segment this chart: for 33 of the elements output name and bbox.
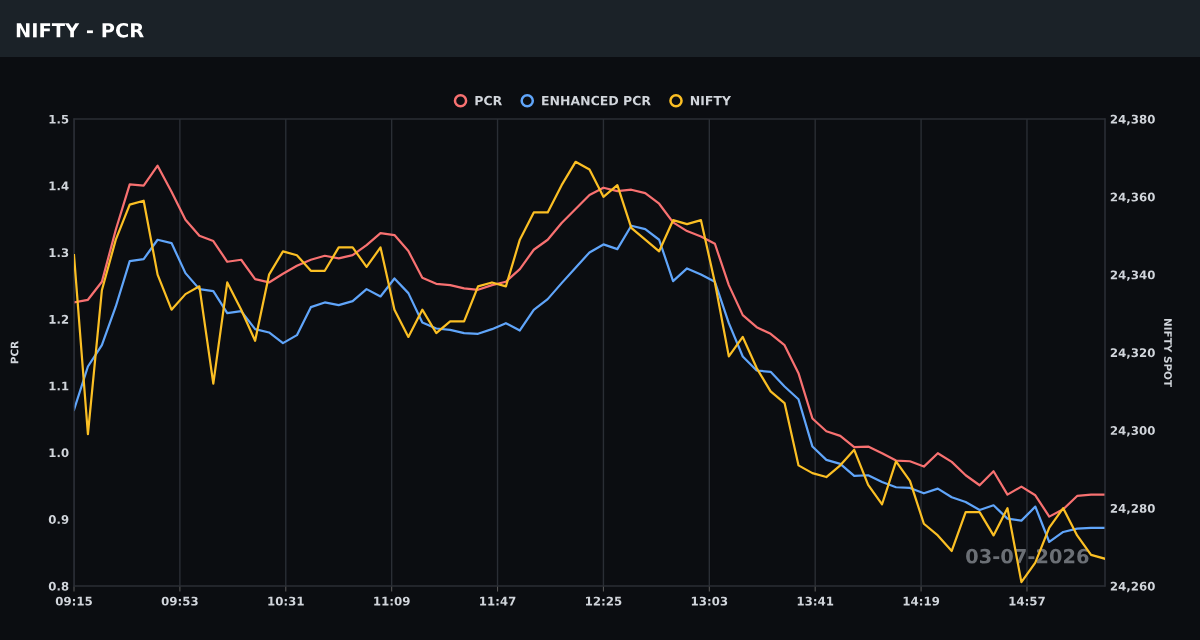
legend-label: PCR (475, 95, 502, 106)
y-tick-label: 1.5 (49, 114, 69, 124)
legend-label: NIFTY (690, 96, 732, 106)
y-tick-label: 1.1 (49, 381, 69, 391)
y2-tick-label: 24,340 (1110, 270, 1155, 281)
y2-tick-label: 24,260 (1110, 581, 1155, 593)
y-tick-label: 0.9 (48, 515, 69, 524)
x-tick-label: 09:53 (161, 596, 198, 606)
x-tick-label: 14:57 (1009, 596, 1045, 606)
y-tick-label: 1.2 (49, 314, 69, 324)
x-tick-label: 12:25 (585, 596, 622, 606)
line-series (74, 164, 1105, 518)
y-tick-label: 1.3 (49, 248, 69, 258)
y-tick-label: 0.8 (48, 581, 69, 591)
x-tick-label: 10:31 (268, 596, 304, 606)
y-axis-title: PCR (10, 341, 19, 364)
line-series (74, 224, 1105, 544)
y-tick-label: 1.0 (49, 448, 69, 458)
y2-tick-label: 24,300 (1110, 426, 1155, 437)
y2-tick-label: 24,380 (1110, 114, 1155, 126)
x-tick-label: 13:03 (691, 596, 728, 606)
x-tick-label: 13:41 (797, 596, 834, 606)
y2-tick-label: 24,280 (1110, 503, 1155, 515)
y2-tick-label: 24,320 (1110, 348, 1155, 359)
x-tick-label: 11:47 (480, 596, 516, 606)
x-tick-label: 14:19 (903, 596, 940, 606)
legend-label: ENHANCED PCR (542, 95, 651, 106)
y2-axis-title: NIFTY SPOT (1164, 318, 1172, 387)
chart-title: NIFTY - PCR (16, 22, 144, 38)
y2-tick-label: 24,360 (1110, 192, 1155, 203)
x-tick-label: 09:15 (55, 596, 92, 606)
y-tick-label: 1.4 (49, 181, 69, 191)
x-tick-label: 11:09 (374, 596, 410, 606)
